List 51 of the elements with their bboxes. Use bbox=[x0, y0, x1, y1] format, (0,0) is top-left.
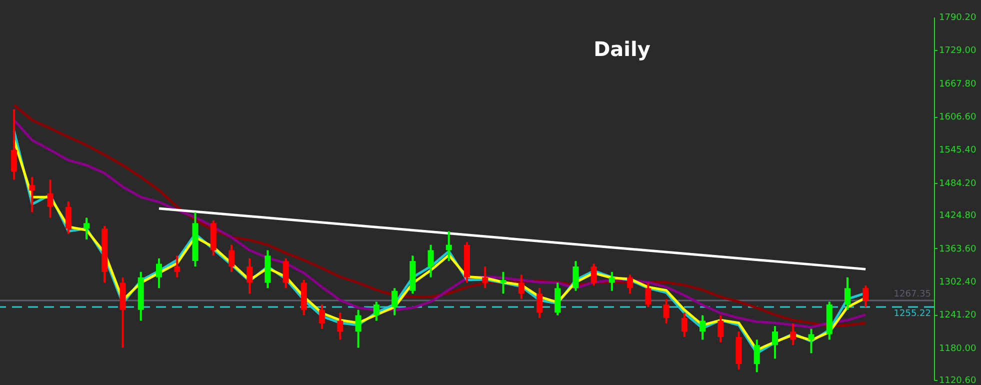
candlestick bbox=[47, 178, 54, 219]
candlestick bbox=[862, 284, 869, 308]
candlestick bbox=[663, 298, 670, 324]
ref-line-label: 1267.35 bbox=[894, 289, 931, 300]
candlestick bbox=[754, 338, 760, 374]
candlestick bbox=[282, 257, 289, 290]
text: Daily bbox=[594, 37, 650, 61]
candlestick bbox=[572, 260, 579, 292]
candlestick bbox=[608, 270, 615, 292]
candlestick bbox=[246, 257, 253, 295]
candlestick bbox=[392, 287, 398, 316]
candlestick bbox=[627, 274, 634, 295]
y-tick-label: 1545.40 bbox=[939, 146, 976, 156]
candlestick bbox=[446, 230, 452, 262]
candlestick bbox=[590, 262, 597, 286]
candlestick bbox=[373, 300, 380, 322]
candlestick bbox=[718, 314, 724, 344]
y-tick-label: 1667.80 bbox=[939, 79, 976, 90]
y-tick-label: 1790.20 bbox=[939, 13, 976, 23]
candlestick bbox=[65, 200, 72, 235]
candlestick bbox=[319, 303, 326, 330]
candlestick bbox=[29, 176, 36, 214]
candlestick bbox=[645, 282, 652, 308]
candlestick bbox=[518, 274, 524, 300]
candlestick bbox=[482, 265, 488, 290]
candlestick bbox=[84, 216, 90, 240]
candlestick bbox=[844, 276, 850, 311]
y-tick-label: 1484.20 bbox=[939, 178, 976, 189]
candlestick bbox=[681, 312, 688, 338]
y-tick-label: 1606.60 bbox=[939, 112, 976, 123]
y-tick-label: 1729.00 bbox=[939, 46, 976, 56]
candlestick bbox=[11, 108, 18, 181]
candlestick bbox=[808, 328, 814, 354]
candlestick bbox=[228, 244, 234, 273]
candlestick bbox=[355, 308, 362, 349]
y-tick-label: 1363.60 bbox=[939, 244, 976, 254]
y-tick-label: 1424.80 bbox=[939, 211, 976, 222]
candlestick bbox=[500, 270, 506, 295]
y-tick-label: 1302.40 bbox=[939, 277, 976, 288]
candlestick bbox=[337, 312, 344, 341]
candlestick bbox=[772, 325, 778, 360]
candlestick bbox=[536, 287, 542, 319]
candlestick bbox=[428, 244, 434, 278]
candlestick bbox=[174, 254, 180, 278]
y-tick-label: 1180.00 bbox=[939, 344, 976, 354]
y-tick-label: 1120.60 bbox=[939, 376, 976, 385]
candlestick bbox=[790, 322, 796, 346]
candlestick bbox=[700, 314, 706, 341]
y-tick-label: 1241.20 bbox=[939, 310, 976, 321]
candlestick bbox=[156, 257, 162, 290]
ref-line-label: 1255.22 bbox=[894, 309, 931, 320]
